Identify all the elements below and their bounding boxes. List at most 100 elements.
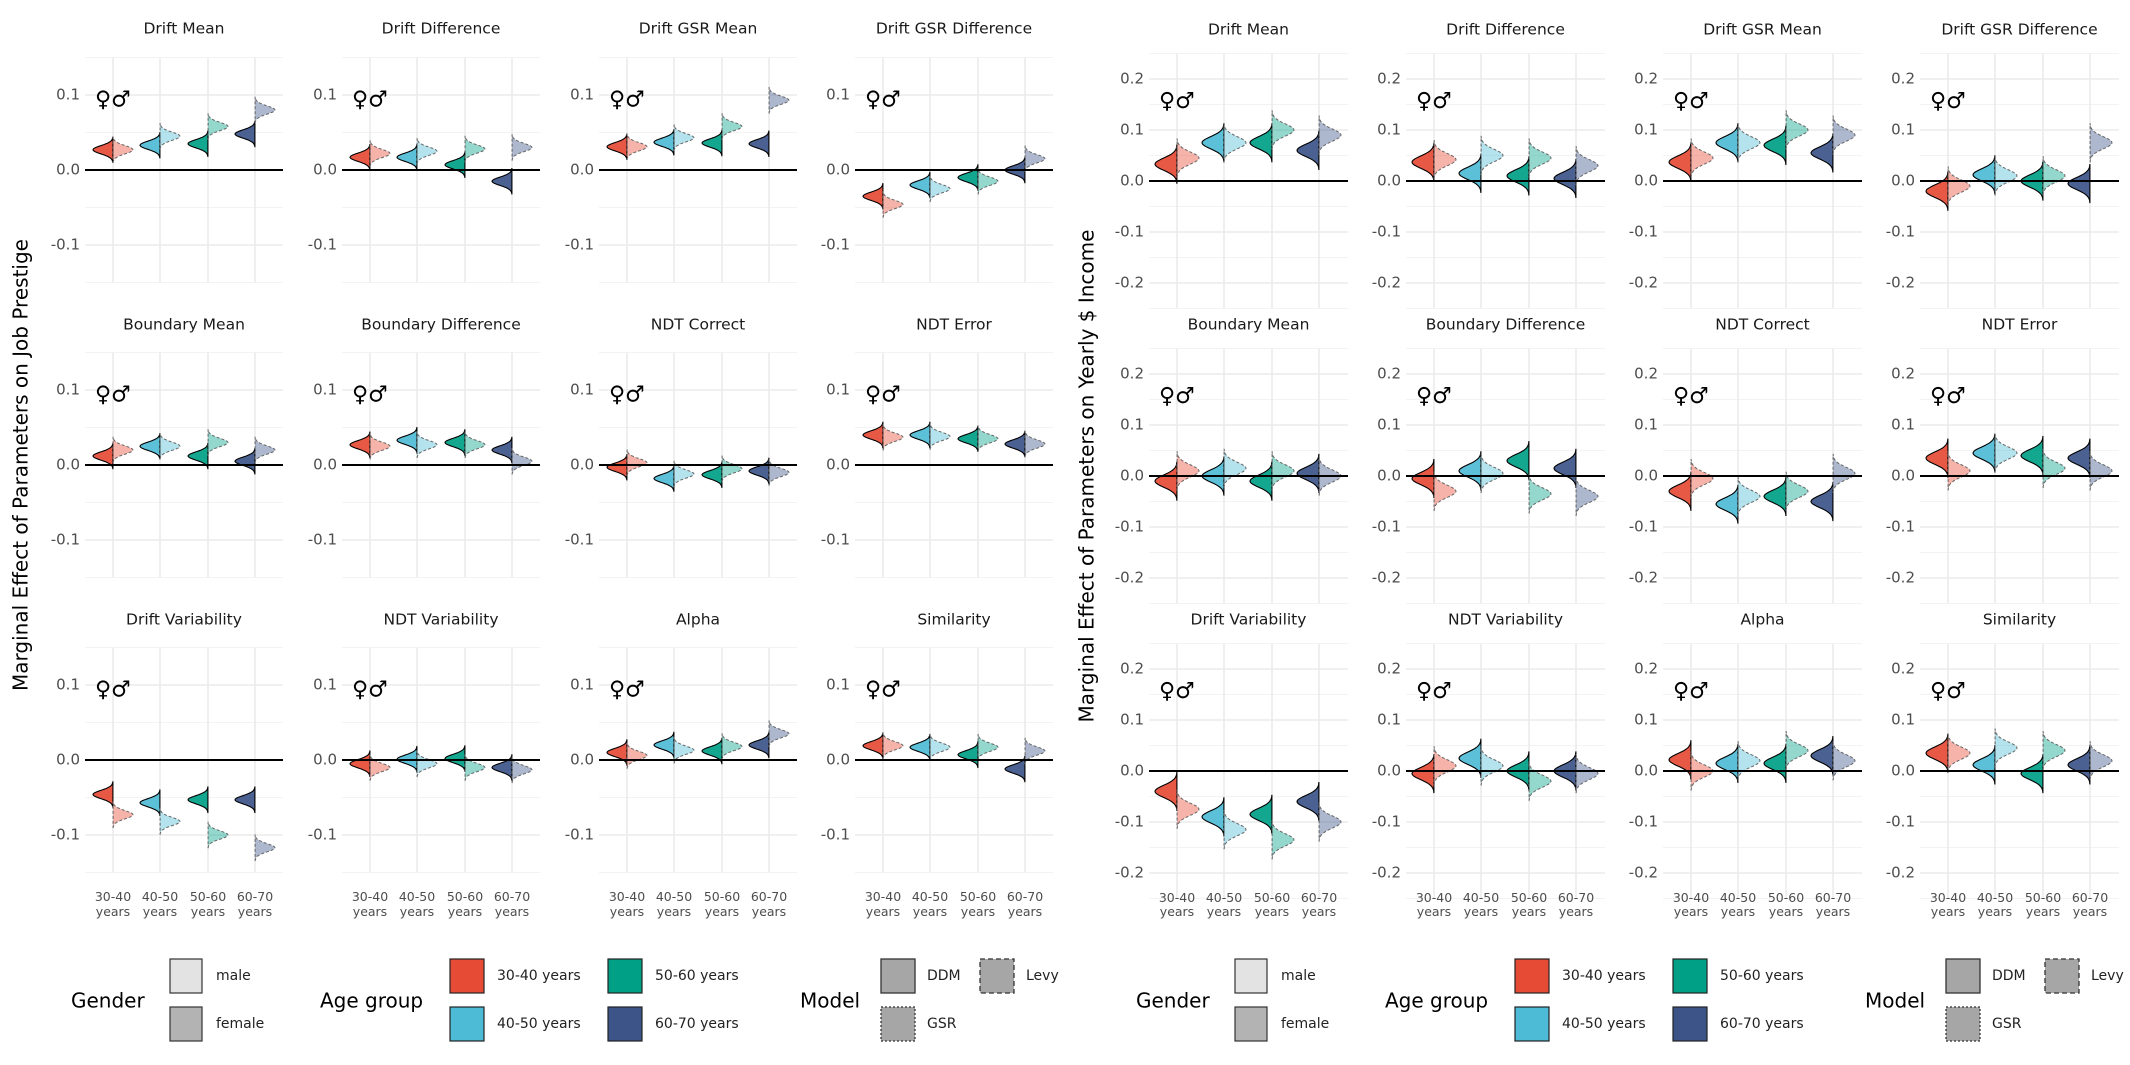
x-tick-label-line: 30-40 xyxy=(1673,890,1709,905)
violin-male-30-40-years xyxy=(1433,746,1457,786)
y-tick-label: -0.1 xyxy=(1372,223,1401,241)
legend-gender-title: Gender xyxy=(1136,989,1210,1013)
y-tick-label: 0.0 xyxy=(1634,172,1658,190)
x-tick-label: 60-70 years xyxy=(237,889,273,919)
violin-female-30-40-years xyxy=(1411,142,1435,182)
y-tick-label: 0.2 xyxy=(1634,70,1658,88)
x-tick-label-line: years xyxy=(1816,904,1850,919)
y-tick-label: 0.0 xyxy=(570,751,594,769)
violin-male-40-50-years xyxy=(1480,453,1504,494)
x-tick-label-line: years xyxy=(1255,904,1289,919)
panel-title: Drift GSR Mean xyxy=(1703,21,1822,39)
violin-male-60-70-years xyxy=(254,96,276,124)
violin-female-60-70-years xyxy=(748,457,770,485)
y-tick-label: 0.1 xyxy=(826,86,850,104)
y-tick-label: -0.2 xyxy=(1115,274,1144,292)
gender-symbols: ♀♂ xyxy=(95,382,131,407)
x-tick-label-line: 40-50 xyxy=(399,889,435,904)
y-tick-label: -0.1 xyxy=(1629,223,1658,241)
violin-male-40-50-years xyxy=(1223,448,1247,488)
x-tick-label: 50-60 years xyxy=(2025,890,2061,919)
y-tick-label: -0.1 xyxy=(1115,223,1144,241)
x-tick-label: 50-60 years xyxy=(1254,890,1290,919)
violin-female-50-60-years xyxy=(444,151,466,178)
x-tick-label: 30-40 years xyxy=(609,889,645,919)
x-tick-label: 50-60 years xyxy=(447,889,483,919)
panel-drift-gsr-difference: Drift GSR Difference -0.1 0.0 0.1 ♀♂ xyxy=(821,20,1053,283)
x-tick-label-line: 60-70 xyxy=(237,889,273,904)
violin-female-40-50-years xyxy=(653,129,675,156)
legend-age-title: Age group xyxy=(320,989,423,1013)
violin-male-60-70-years xyxy=(1318,802,1342,842)
violin-female-40-50-years xyxy=(1972,155,1996,195)
violin-male-30-40-years xyxy=(626,133,648,160)
x-tick-label: 50-60 years xyxy=(190,889,226,919)
violin-male-50-60-years xyxy=(1785,730,1809,771)
x-tick-label-line: 30-40 xyxy=(1159,890,1195,905)
y-tick-label: -0.2 xyxy=(1886,569,1915,587)
violin-male-30-40-years xyxy=(626,742,648,769)
x-tick-label: 50-60 years xyxy=(1768,890,1804,919)
panel-title: Drift GSR Mean xyxy=(639,20,758,38)
legend-swatch-model-levy xyxy=(2044,958,2080,994)
y-tick-label: 0.1 xyxy=(56,381,80,399)
y-tick-label: 0.2 xyxy=(1377,660,1401,678)
x-tick-label-line: 60-70 xyxy=(2072,890,2108,905)
x-tick-label-line: years xyxy=(1931,904,1965,919)
legend-swatch-female xyxy=(1234,1006,1268,1042)
y-tick-label: 0.1 xyxy=(1377,711,1401,729)
violin-female-60-70-years xyxy=(2067,163,2091,204)
x-tick-label: 30-40 years xyxy=(352,889,388,919)
violin-male-30-40-years xyxy=(1176,451,1200,491)
violin-male-50-60-years xyxy=(464,754,486,781)
violin-male-40-50-years xyxy=(159,122,181,150)
y-tick-label: -0.2 xyxy=(1629,864,1658,882)
y-tick-label: 0.0 xyxy=(570,456,594,474)
violin-male-40-50-years xyxy=(1480,135,1504,176)
y-tick-label: 0.2 xyxy=(1120,70,1144,88)
x-tick-label-line: 60-70 xyxy=(751,889,787,904)
x-tick-label-line: 60-70 xyxy=(494,889,530,904)
x-tick-label-line: 50-60 xyxy=(2025,890,2061,905)
x-tick-label-line: 50-60 xyxy=(704,889,740,904)
violin-male-40-50-years xyxy=(1737,741,1761,781)
x-tick-label-line: 50-60 xyxy=(1511,890,1547,905)
panel-drift-mean: Drift Mean -0.2 -0.1 0.0 0.1 0.2 ♀♂ xyxy=(1115,21,1348,309)
gender-symbols: ♀♂ xyxy=(352,382,388,407)
x-tick-label: 40-50 years xyxy=(912,889,948,919)
y-tick-label: 0.1 xyxy=(1120,711,1144,729)
panel-title: Drift Variability xyxy=(1191,611,1307,629)
x-tick-label-line: 40-50 xyxy=(142,889,178,904)
x-tick-label-line: years xyxy=(1721,904,1755,919)
violin-female-40-50-years xyxy=(139,132,161,159)
chart-job-prestige: Marginal Effect of Parameters on Job Pre… xyxy=(9,20,1059,1042)
legend-label: Levy xyxy=(1026,968,1059,984)
violin-male-50-60-years xyxy=(1785,110,1809,150)
violin-male-30-40-years xyxy=(1947,451,1971,491)
legend-swatch-model-gsr xyxy=(880,1006,916,1042)
legend-swatch-male xyxy=(169,958,203,994)
x-tick-label-line: 50-60 xyxy=(190,889,226,904)
legend-swatch-female xyxy=(169,1006,203,1042)
x-tick-label-line: years xyxy=(2026,904,2060,919)
y-tick-label: 0.2 xyxy=(1120,660,1144,678)
violin-female-40-50-years xyxy=(1972,433,1996,473)
legend-swatch-model-ddm xyxy=(880,958,916,994)
violin-female-40-50-years xyxy=(1715,484,1739,524)
legend-label: DDM xyxy=(927,968,961,984)
violin-male-40-50-years xyxy=(1480,746,1504,786)
y-tick-label: 0.1 xyxy=(570,381,594,399)
violin-male-60-70-years xyxy=(511,448,533,475)
gender-symbols: ♀♂ xyxy=(1159,679,1195,704)
violin-female-30-40-years xyxy=(1411,458,1435,499)
violin-female-40-50-years xyxy=(1201,797,1225,837)
violin-male-60-70-years xyxy=(2089,451,2113,491)
violin-female-50-60-years xyxy=(1249,461,1273,501)
violin-female-50-60-years xyxy=(957,741,979,769)
violin-male-30-40-years xyxy=(112,436,134,464)
legend-swatch-model-levy xyxy=(979,958,1015,994)
violin-male-60-70-years xyxy=(2089,741,2113,781)
y-tick-label: 0.0 xyxy=(56,456,80,474)
violin-male-60-70-years xyxy=(511,134,533,161)
y-tick-label: 0.1 xyxy=(826,676,850,694)
